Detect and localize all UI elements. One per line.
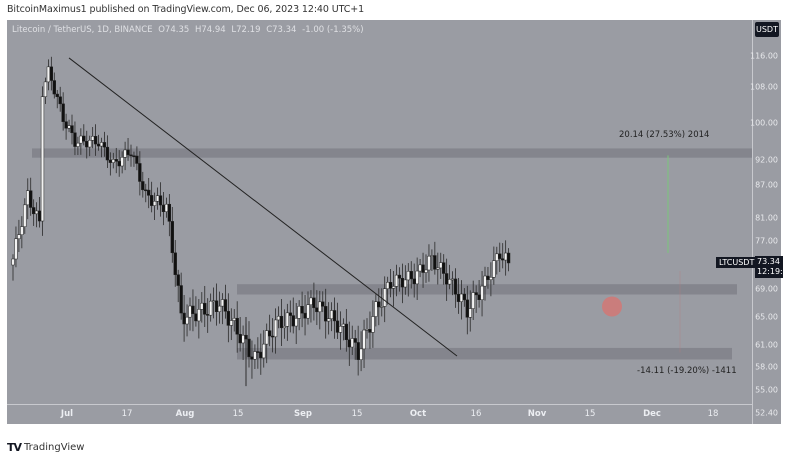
support-zone-lower: [237, 347, 732, 360]
tradingview-logo-icon: TV: [7, 441, 22, 454]
chart-plot-area[interactable]: [7, 20, 752, 404]
current-price: 73.34: [757, 257, 780, 266]
price-tick: 108.00: [750, 82, 778, 92]
high-value: H74.94: [194, 25, 226, 35]
price-axis[interactable]: 116.00 108.00 100.00 92.00 87.00 81.00 77.00 69…: [750, 20, 782, 424]
time-tick: 15: [584, 409, 596, 419]
price-tick: 100.00: [750, 118, 778, 128]
change-value: -1.00 (-1.35%): [302, 25, 364, 35]
highlight-circle: [602, 296, 622, 317]
time-axis[interactable]: Jul 17 Aug 15 Sep 15 Oct 16 Nov 15 Dec 18: [7, 404, 752, 425]
publisher-line: BitcoinMaximus1 published on TradingView…: [7, 4, 365, 15]
time-tick: 15: [232, 409, 244, 419]
time-tick: 16: [470, 409, 482, 419]
time-tick: Nov: [527, 409, 547, 419]
price-tick: 92.00: [755, 155, 778, 165]
price-tick: 81.00: [755, 213, 778, 223]
time-tick: Sep: [294, 409, 312, 419]
chart-legend: Litecoin / TetherUS, 1D, BINANCE O74.35 …: [12, 25, 367, 35]
open-value: O74.35: [158, 25, 190, 35]
bar-countdown: 12:19:30: [757, 267, 793, 276]
price-tick: 65.00: [755, 312, 778, 322]
descending-trendline: [68, 57, 458, 357]
time-tick: 15: [351, 409, 363, 419]
time-tick: Aug: [175, 409, 195, 419]
low-value: L72.19: [231, 25, 261, 35]
price-tick: 116.00: [750, 51, 778, 61]
time-tick: 17: [121, 409, 133, 419]
price-tick: 61.00: [755, 340, 778, 350]
currency-button[interactable]: USDT: [755, 22, 779, 37]
price-tick: 77.00: [755, 236, 778, 246]
support-zone-upper: [237, 284, 737, 295]
symbol-description: Litecoin / TetherUS, 1D, BINANCE: [12, 25, 153, 35]
price-tick: 69.00: [755, 284, 778, 294]
symbol-tag: LTCUSDT: [716, 257, 758, 268]
footer: TV TradingView: [7, 441, 84, 454]
resistance-zone: [32, 148, 752, 158]
price-tick: 52.40: [755, 408, 778, 418]
lower-measure-label: -14.11 (-19.20%) -1411: [637, 366, 737, 376]
time-tick: Oct: [409, 409, 427, 419]
time-tick: Jul: [60, 409, 74, 419]
brand-name: TradingView: [24, 442, 85, 453]
time-tick: Dec: [643, 409, 661, 419]
close-value: C73.34: [266, 25, 297, 35]
upper-measure-label: 20.14 (27.53%) 2014: [619, 130, 710, 140]
price-tick: 55.00: [755, 385, 778, 395]
current-price-label: 73.34 12:19:30: [755, 256, 793, 278]
price-tick: 58.00: [755, 362, 778, 372]
chart-frame[interactable]: Litecoin / TetherUS, 1D, BINANCE O74.35 …: [7, 20, 793, 425]
time-tick: 18: [707, 409, 719, 419]
candlestick-chart: [11, 56, 752, 387]
price-tick: 87.00: [755, 180, 778, 190]
